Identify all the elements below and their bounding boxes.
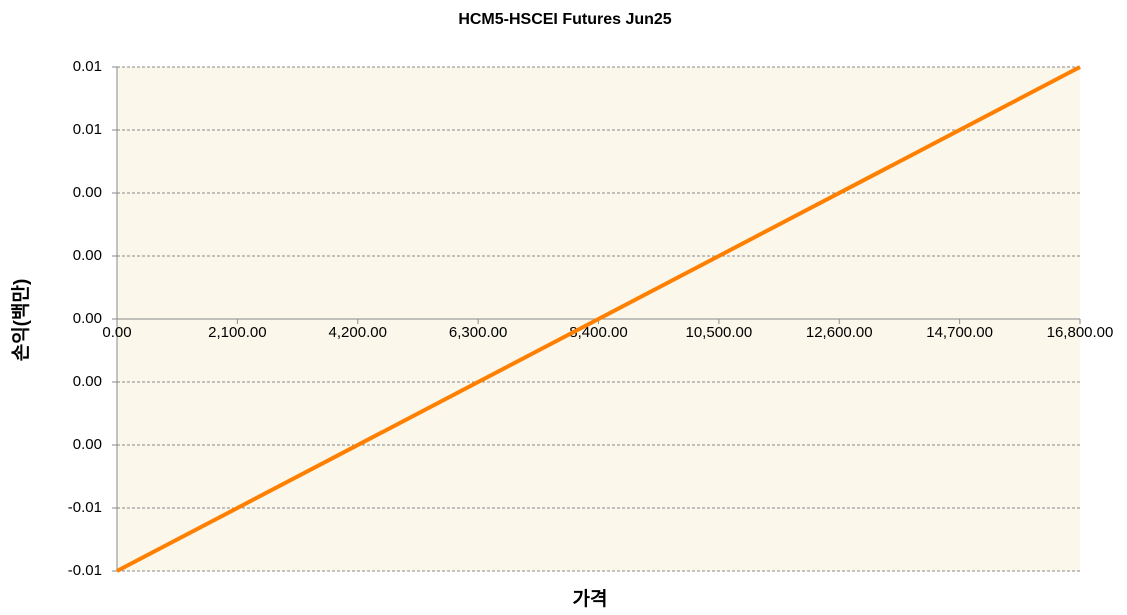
x-tick-label: 2,100.00 <box>208 324 266 341</box>
x-tick-label: 6,300.00 <box>449 324 507 341</box>
y-tick-label: 0.01 <box>73 121 102 138</box>
x-tick-label: 0.00 <box>102 324 131 341</box>
y-tick-label: -0.01 <box>68 499 102 516</box>
x-tick-label: 16,800.00 <box>1047 324 1114 341</box>
y-tick-label: 0.00 <box>73 373 102 390</box>
x-tick-label: 14,700.00 <box>926 324 993 341</box>
data-line <box>116 65 1081 573</box>
x-axis-label: 가격 <box>573 588 608 610</box>
y-tick-label: 0.01 <box>73 58 102 75</box>
y-tick-label: 0.00 <box>73 184 102 201</box>
x-tick-label: 10,500.00 <box>686 324 753 341</box>
chart-title: HCM5-HSCEI Futures Jun25 <box>458 11 671 28</box>
x-tick-label: 8,400.00 <box>569 324 627 341</box>
y-tick-label: 0.00 <box>73 247 102 264</box>
y-tick-label: 0.00 <box>73 436 102 453</box>
x-tick-label: 4,200.00 <box>329 324 387 341</box>
y-tick-label: 0.00 <box>73 310 102 327</box>
y-axis-label: 손익(백만) <box>10 279 32 362</box>
y-tick-label: -0.01 <box>68 562 102 579</box>
x-tick-label: 12,600.00 <box>806 324 873 341</box>
